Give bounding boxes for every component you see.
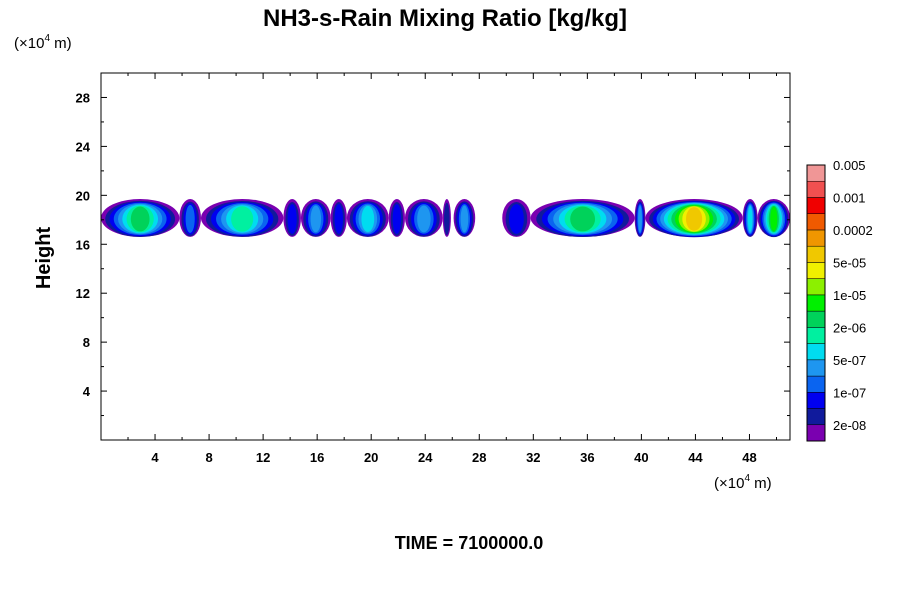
colorbar-swatch xyxy=(806,310,826,328)
x-tick-label: 4 xyxy=(151,450,159,465)
colorbar-swatch xyxy=(806,424,826,442)
colorbar-swatch xyxy=(806,245,826,263)
cloud-contour xyxy=(130,206,150,232)
colorbar-swatch xyxy=(806,294,826,312)
y-tick-label: 8 xyxy=(83,335,90,350)
cloud-contour xyxy=(361,205,375,233)
colorbar-swatch xyxy=(806,375,826,393)
y-tick-label: 24 xyxy=(76,139,91,154)
x-tick-label: 12 xyxy=(256,450,270,465)
colorbar-swatch xyxy=(806,343,826,361)
colorbar-swatch xyxy=(806,327,826,344)
time-label: TIME = 7100000.0 xyxy=(395,533,544,553)
y-tick-label: 20 xyxy=(76,188,90,203)
colorbar-label: 0.005 xyxy=(833,158,866,173)
cloud-contour xyxy=(570,206,596,232)
colorbar: 2e-08 1e-07 5e-07 2e-06 1e-05 5e-05 0.0002 0.00… xyxy=(806,158,873,442)
colorbar-frame xyxy=(806,164,826,442)
colorbar-swatch xyxy=(806,359,826,377)
x-tick-label: 24 xyxy=(418,450,433,465)
x-tick-label: 16 xyxy=(310,450,324,465)
colorbar-swatch xyxy=(806,408,826,426)
colorbar-label: 1e-05 xyxy=(833,288,866,303)
x-tick-label: 44 xyxy=(688,450,703,465)
colorbar-label: 5e-05 xyxy=(833,255,866,270)
chart-title: NH3-s-Rain Mixing Ratio [kg/kg] xyxy=(263,5,627,32)
cloud-contour xyxy=(310,205,322,233)
colorbar-swatch xyxy=(806,262,826,279)
cloud-contour xyxy=(444,202,450,236)
colorbar-label: 0.0002 xyxy=(833,223,873,238)
colorbar-swatch xyxy=(806,164,826,182)
cloud-contour xyxy=(334,204,344,234)
y-tick-label: 16 xyxy=(76,237,90,252)
y-tick-label: 12 xyxy=(76,286,90,301)
cloud-contour xyxy=(685,207,703,231)
y-axis-unit: (×104 m) xyxy=(14,33,72,52)
cloud-contour xyxy=(185,204,195,234)
x-tick-label: 8 xyxy=(205,450,212,465)
cloud-contour xyxy=(460,205,469,233)
colorbar-swatch xyxy=(806,278,826,296)
x-tick-label: 28 xyxy=(472,450,486,465)
plot-frame xyxy=(100,72,791,441)
cloud-contour xyxy=(638,205,642,233)
cloud-contour xyxy=(417,205,431,233)
x-tick-label: 20 xyxy=(364,450,378,465)
x-tick-label: 36 xyxy=(580,450,594,465)
y-tick-label: 4 xyxy=(83,384,91,399)
y-axis: 4 8 12 16 20 24 28 xyxy=(76,90,790,417)
colorbar-label: 2e-06 xyxy=(833,320,866,335)
cloud-contour xyxy=(392,204,402,234)
cloud-band xyxy=(101,199,790,238)
cloud-contour xyxy=(231,206,254,232)
colorbar-label: 2e-08 xyxy=(833,418,866,433)
y-tick-label: 28 xyxy=(76,90,90,105)
x-axis: 4 8 12 16 20 24 28 32 36 40 44 48 xyxy=(127,73,777,465)
colorbar-label: 1e-07 xyxy=(833,385,866,400)
x-axis-unit: (×104 m) xyxy=(714,473,772,492)
x-tick-label: 40 xyxy=(634,450,648,465)
colorbar-label: 5e-07 xyxy=(833,353,866,368)
colorbar-swatch xyxy=(806,392,826,409)
cloud-contour xyxy=(508,204,524,234)
colorbar-label: 0.001 xyxy=(833,190,866,205)
x-tick-label: 32 xyxy=(526,450,540,465)
y-axis-label: Height xyxy=(33,227,55,290)
cloud-contour xyxy=(287,204,297,234)
colorbar-swatch xyxy=(806,213,826,231)
colorbar-swatch xyxy=(806,197,826,214)
cloud-contour xyxy=(770,206,778,232)
cloud-contour xyxy=(747,205,753,233)
colorbar-swatch xyxy=(806,229,826,247)
colorbar-swatch xyxy=(806,180,826,198)
x-tick-label: 48 xyxy=(742,450,756,465)
